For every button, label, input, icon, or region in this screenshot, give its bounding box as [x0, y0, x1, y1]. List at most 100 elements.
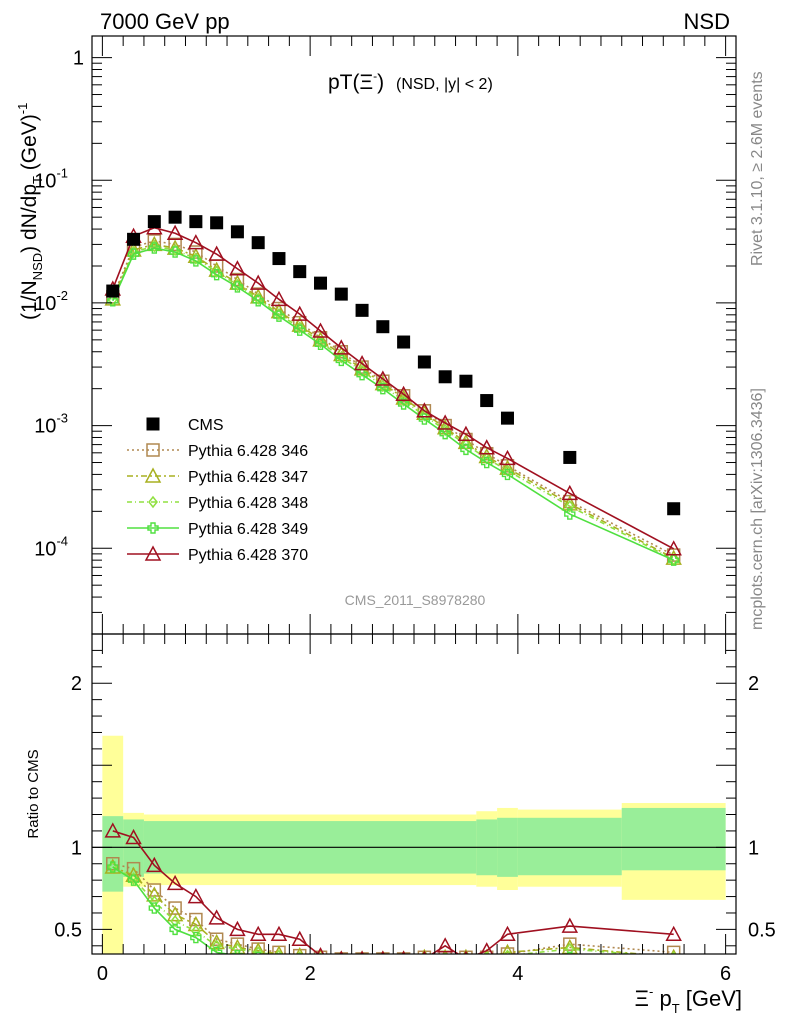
data-point [272, 252, 286, 266]
y-tick-label: 10-1 [34, 165, 68, 192]
ratio-point [148, 902, 161, 914]
legend-label: Pythia 6.428 349 [188, 521, 308, 538]
ratio-point [208, 933, 225, 950]
y-tick-base: 10 [34, 170, 56, 192]
ratio-point [251, 942, 265, 954]
series-point [148, 242, 161, 254]
ratio-plot: 0.5 0.5 1 1 2 2 0 2 4 6 [54, 633, 776, 985]
ratio-point [482, 957, 492, 967]
ratio-point [563, 937, 577, 951]
x-tick-label: 6 [720, 963, 731, 985]
series-point [564, 500, 575, 513]
legend-entry: Pythia 6.428 370 [127, 545, 308, 564]
ratio-point [107, 861, 119, 873]
rivet-label: Rivet 3.1.10, ≥ 2.6M events [749, 71, 766, 266]
series-point [270, 290, 288, 307]
legend-entry: CMS [146, 417, 224, 434]
stat-band [621, 807, 726, 871]
series-point [374, 370, 392, 386]
data-point [438, 370, 452, 384]
ratio-point [125, 828, 142, 845]
ratio-y-tick-label-right: 0.5 [748, 919, 776, 941]
data-point [189, 215, 203, 229]
ratio-point [187, 915, 205, 932]
series-line [112, 226, 675, 550]
ratio-y-tick-label-right: 1 [748, 837, 759, 859]
series-point [333, 339, 350, 355]
series-4 [104, 219, 682, 556]
ratio-point [149, 895, 160, 908]
legend-marker [147, 522, 159, 534]
ratio-point [336, 956, 346, 966]
data-point [397, 335, 411, 349]
ratio-point [211, 939, 222, 952]
series-point [418, 413, 431, 425]
series-point [561, 495, 579, 511]
series-point [397, 398, 410, 410]
series-point [481, 456, 493, 469]
ratio-point [169, 923, 181, 936]
series-point [335, 354, 347, 367]
ratio-point [209, 932, 224, 946]
y-tick-exp: -1 [56, 165, 68, 180]
series-point [187, 247, 205, 264]
series-point [166, 224, 184, 240]
series-point [127, 248, 140, 260]
ratio-point [564, 942, 575, 954]
ratio-point [190, 924, 201, 938]
series-line [112, 247, 675, 561]
data-point [355, 303, 369, 317]
legend-entry: Pythia 6.428 349 [127, 521, 308, 538]
ratio-y-tick-label: 1 [71, 837, 82, 859]
ratio-point [440, 957, 450, 967]
legend-marker [144, 545, 162, 561]
ratio-point [276, 953, 282, 954]
y-tick-exp: -3 [56, 411, 68, 426]
process-label: NSD [684, 9, 730, 34]
series-point [395, 385, 412, 402]
series-point [314, 338, 327, 350]
y-tick-base: 10 [34, 416, 56, 438]
ratio-point [669, 957, 679, 967]
ratio-point [361, 952, 364, 954]
series-point [478, 439, 495, 455]
ratio-y-tick-label: 2 [71, 673, 82, 695]
x-tick-label: 0 [97, 963, 108, 985]
ratio-line [112, 830, 674, 954]
y-axis-label: (1/NNSD) dN/dpT (GeV)-1 [15, 103, 45, 320]
plot-title: pT(Ξ-) (NSD, |y| < 2) [328, 69, 493, 94]
ratio-point [232, 942, 243, 954]
y-tick-label: 1 [73, 48, 84, 70]
ratio-y-label: Ratio to CMS [25, 749, 42, 838]
y-tick-base: 10 [34, 293, 56, 315]
series-point [561, 484, 579, 501]
ratio-point [127, 874, 140, 886]
legend-label: Pythia 6.428 347 [188, 469, 308, 486]
series-line [112, 243, 675, 559]
mcplots-label: mcplots.cern.ch [arXiv:1306.3436] [749, 388, 766, 630]
data-point [376, 320, 390, 334]
data-point [334, 287, 348, 301]
ratio-point [253, 946, 264, 954]
ratio-point [270, 925, 288, 942]
series-line [112, 240, 675, 556]
y-tick-label: 10-2 [34, 288, 68, 315]
series-point [189, 245, 203, 259]
ratio-point [104, 822, 122, 838]
series-point [312, 322, 329, 338]
legend-entry: Pythia 6.428 347 [127, 467, 308, 486]
ratio-point [402, 952, 405, 954]
ratio-point [381, 952, 384, 954]
legend-label: Pythia 6.428 348 [188, 495, 308, 512]
legend-marker [146, 417, 160, 431]
series-point [460, 443, 472, 456]
data-point [563, 450, 577, 464]
data-point [417, 355, 431, 369]
data-point [106, 284, 120, 298]
ratio-point [229, 938, 246, 954]
ratio-point [170, 914, 181, 928]
ratio-line [112, 862, 674, 954]
series-point [187, 234, 205, 250]
series-point [190, 255, 202, 267]
series-point [230, 272, 245, 287]
